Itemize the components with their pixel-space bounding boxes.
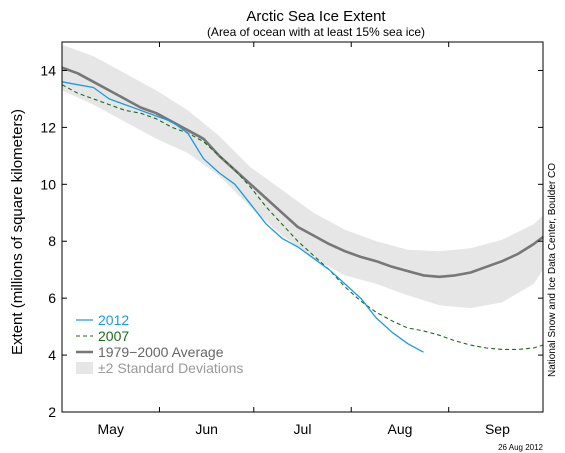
y-tick-label: 4 — [48, 347, 56, 363]
source-annotation: National Snow and Ice Data Center, Bould… — [547, 163, 558, 377]
date-annotation: 26 Aug 2012 — [498, 443, 543, 452]
x-tick-label: Jun — [195, 421, 218, 437]
series-line-0 — [61, 81, 424, 353]
x-tick-label: Jul — [294, 421, 312, 437]
legend-label-band: ±2 Standard Deviations — [98, 360, 243, 376]
y-tick-label: 10 — [40, 176, 56, 192]
std-dev-band — [62, 44, 543, 309]
series-line-2 — [61, 66, 544, 279]
chart-subtitle: (Area of ocean with at least 15% sea ice… — [207, 25, 425, 39]
x-tick-label: Aug — [387, 421, 412, 437]
x-tick-label: May — [98, 421, 124, 437]
x-tick-label: Sep — [485, 421, 510, 437]
plot-area: 2 4 6 8 10 12 14 May Jun Jul Aug Sep 201220071979−20… — [40, 41, 544, 437]
y-axis-label: Extent (millions of square kilometers) — [9, 109, 26, 355]
y-tick-label: 8 — [48, 233, 56, 249]
y-tick-label: 2 — [48, 404, 56, 420]
series-line-1 — [61, 84, 544, 350]
y-tick-label: 6 — [48, 290, 56, 306]
legend-label-1: 2007 — [98, 328, 129, 344]
plot-frame — [61, 41, 544, 413]
y-tick-label: 12 — [40, 119, 56, 135]
legend-swatch-band — [76, 362, 93, 374]
y-tick-label: 14 — [40, 62, 56, 78]
legend-label-2: 1979−2000 Average — [98, 344, 224, 360]
chart-title: Arctic Sea Ice Extent — [246, 8, 386, 25]
legend-label-0: 2012 — [98, 312, 129, 328]
